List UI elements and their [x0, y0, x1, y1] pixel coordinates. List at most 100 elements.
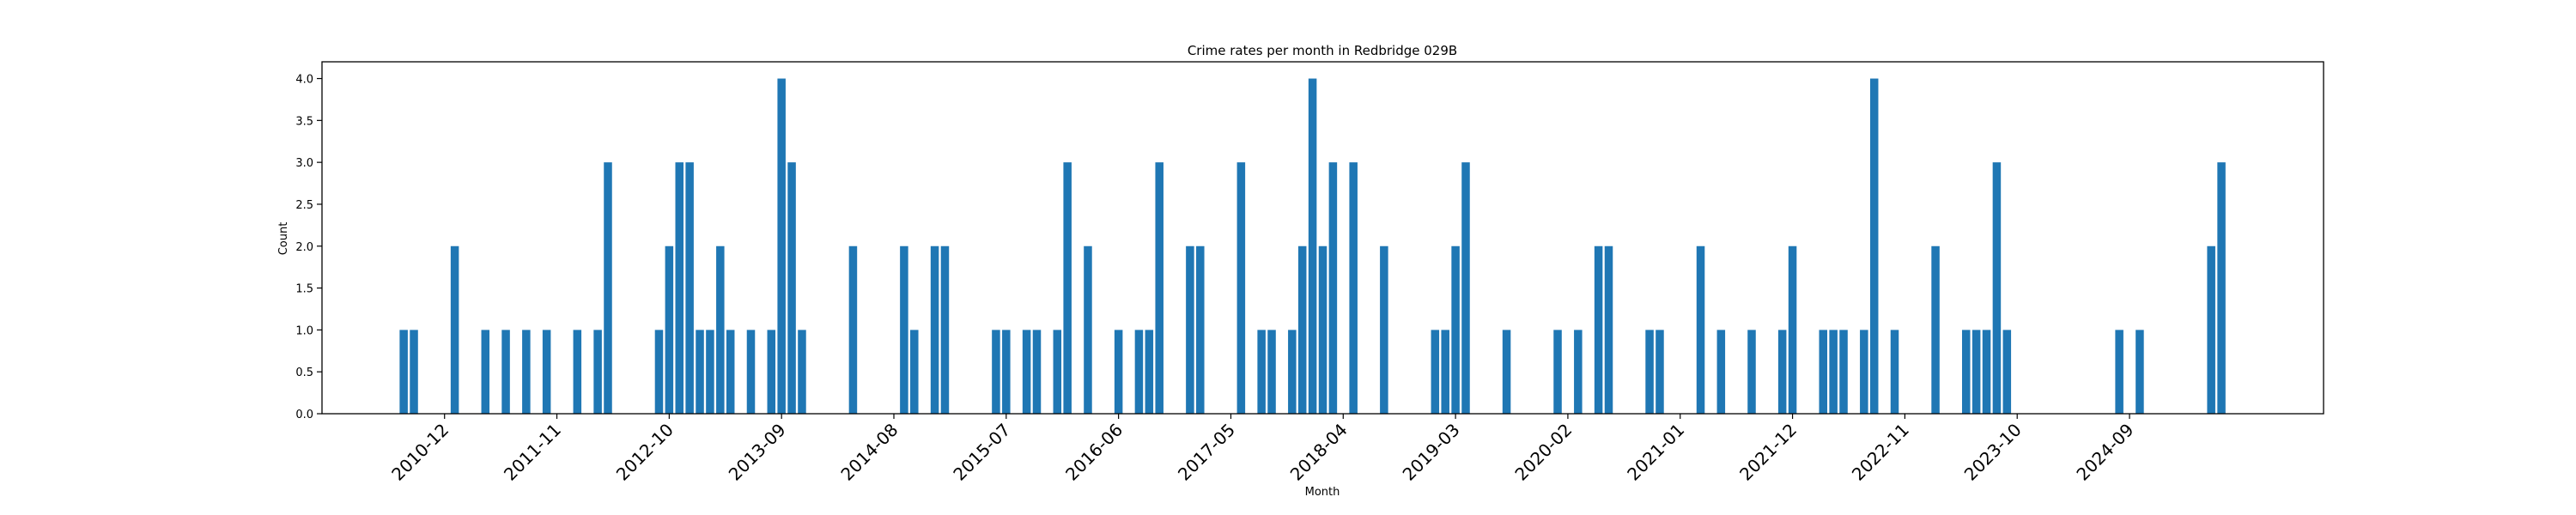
- bar-2022-10: [1890, 330, 1899, 414]
- bar-2022-03: [1819, 330, 1828, 414]
- bar-2021-03: [1696, 245, 1705, 414]
- bar-2024-08: [2115, 330, 2123, 414]
- bar-2012-10: [665, 245, 674, 414]
- bar-2011-08: [522, 330, 531, 414]
- bar-2017-09: [1267, 330, 1276, 414]
- bar-2012-11: [675, 162, 684, 414]
- x-tick-label: 2016-06: [1061, 420, 1127, 485]
- bar-2013-09: [777, 78, 786, 415]
- bar-2010-08: [399, 330, 408, 414]
- bar-2023-02: [1931, 245, 1940, 414]
- x-tick-label: 2010-12: [387, 420, 453, 485]
- bar-2019-02: [1441, 330, 1449, 414]
- bar-2015-06: [992, 330, 1000, 414]
- bar-2011-10: [542, 330, 551, 414]
- x-axis-label: Month: [1305, 486, 1340, 499]
- bar-2017-11: [1288, 330, 1297, 414]
- bar-2012-03: [593, 330, 602, 414]
- bar-2021-11: [1777, 330, 1787, 414]
- bar-2018-08: [1380, 245, 1388, 414]
- bar-2014-10: [910, 330, 919, 414]
- x-tick-label: 2014-08: [836, 420, 902, 485]
- bar-2015-01: [940, 245, 950, 414]
- bar-2018-02: [1318, 245, 1327, 414]
- bar-2013-03: [716, 245, 725, 414]
- x-tick-label: 2017-05: [1174, 420, 1239, 485]
- bar-2024-10: [2136, 330, 2144, 414]
- bar-2022-04: [1829, 330, 1838, 414]
- chart-title: Crime rates per month in Redbridge 029B: [1188, 43, 1457, 58]
- bar-2025-06: [2217, 162, 2226, 414]
- bar-2014-12: [930, 245, 939, 414]
- bar-2023-07: [1982, 330, 1991, 414]
- y-tick-label: 3.5: [295, 115, 313, 128]
- bar-2017-12: [1297, 245, 1307, 414]
- bar-2013-04: [726, 330, 735, 414]
- y-axis-label: Count: [277, 222, 290, 256]
- bar-2013-10: [787, 162, 796, 414]
- bar-2013-11: [798, 330, 806, 414]
- bar-2019-03: [1451, 245, 1460, 414]
- bar-2021-05: [1716, 330, 1726, 414]
- bar-2015-07: [1002, 330, 1011, 414]
- bar-2018-01: [1308, 78, 1317, 415]
- bar-2013-01: [696, 330, 704, 414]
- bar-2022-07: [1860, 330, 1868, 414]
- x-tick-label: 2011-11: [500, 420, 565, 485]
- y-tick-label: 0.5: [295, 367, 313, 379]
- x-tick-label: 2019-03: [1399, 420, 1464, 485]
- bar-2019-08: [1502, 330, 1511, 414]
- x-tick-label: 2020-02: [1510, 420, 1576, 485]
- y-tick-label: 1.5: [295, 283, 313, 296]
- x-tick-label: 2022-11: [1848, 420, 1913, 485]
- bar-2017-06: [1236, 162, 1246, 414]
- bar-2020-01: [1553, 330, 1562, 414]
- bar-2013-08: [767, 330, 776, 414]
- bar-2016-06: [1114, 330, 1123, 414]
- bar-2015-12: [1053, 330, 1062, 414]
- bar-2016-08: [1134, 330, 1144, 414]
- bar-2017-02: [1196, 245, 1205, 414]
- bar-2015-09: [1022, 330, 1031, 414]
- bar-2020-10: [1645, 330, 1654, 414]
- bar-2011-06: [501, 330, 510, 414]
- bar-2013-06: [746, 330, 756, 414]
- bar-2016-10: [1155, 162, 1163, 414]
- bar-2016-09: [1145, 330, 1154, 414]
- x-tick-label: 2013-09: [725, 420, 790, 485]
- y-tick-label: 2.5: [295, 199, 313, 212]
- bar-2017-01: [1186, 245, 1194, 414]
- y-tick-label: 4.0: [295, 74, 313, 87]
- x-tick-label: 2021-12: [1735, 420, 1801, 485]
- bar-2012-04: [604, 162, 612, 414]
- bar-2015-10: [1032, 330, 1042, 414]
- bar-2010-09: [410, 330, 418, 414]
- bar-2022-08: [1869, 78, 1879, 415]
- bar-2023-09: [2002, 330, 2012, 414]
- bar-2023-08: [1992, 162, 2002, 414]
- bar-2013-02: [706, 330, 714, 414]
- x-tick-label: 2018-04: [1286, 420, 1352, 485]
- bar-2018-03: [1328, 162, 1338, 414]
- bar-2019-04: [1461, 162, 1470, 414]
- bar-2020-03: [1574, 330, 1583, 414]
- bar-2020-06: [1604, 245, 1613, 414]
- y-tick-label: 0.0: [295, 409, 313, 421]
- bar-2021-12: [1788, 245, 1797, 414]
- bar-2011-04: [481, 330, 490, 414]
- bar-2023-05: [1961, 330, 1971, 414]
- x-tick-label: 2012-10: [612, 420, 677, 485]
- bar-2016-01: [1063, 162, 1072, 414]
- bar-2012-01: [573, 330, 582, 414]
- bar-2017-08: [1257, 330, 1266, 414]
- bar-2014-09: [900, 245, 908, 414]
- y-tick-label: 2.0: [295, 241, 313, 254]
- x-axis: 2010-12 2011-11 2012-10 2013-09 2014-08 2015-…: [387, 414, 2138, 485]
- bar-2023-06: [1971, 330, 1981, 414]
- plot-frame: [321, 61, 2324, 415]
- bar-2012-09: [654, 330, 664, 414]
- bar-2016-03: [1084, 245, 1092, 414]
- y-tick-label: 3.0: [295, 157, 313, 170]
- bar-2020-05: [1594, 245, 1603, 414]
